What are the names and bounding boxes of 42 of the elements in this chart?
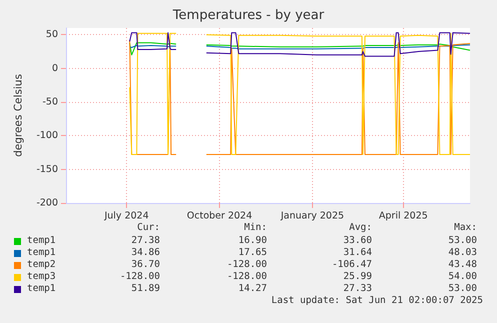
text: 53.00 (448, 283, 477, 294)
y-tick-label: -100 (36, 130, 58, 142)
chart-title: Temperatures - by year (172, 8, 325, 23)
text: 34.86 (131, 247, 160, 258)
text: 48.03 (448, 247, 477, 258)
y-tick-label: 0 (52, 62, 58, 74)
text: 36.70 (131, 259, 160, 270)
x-tick-label: April 2025 (378, 210, 428, 222)
x-tick-label: January 2025 (280, 210, 344, 222)
y-tick-label: -150 (36, 164, 58, 175)
text: -128.00 (120, 271, 160, 282)
text: 51.89 (131, 283, 160, 294)
text: 43.48 (448, 259, 477, 270)
legend-label: temp1 (27, 283, 56, 294)
text: 53.00 (448, 235, 477, 246)
legend-label: temp1 (27, 247, 56, 258)
y-tick-label: 50 (46, 29, 58, 40)
text: Min: (244, 222, 267, 233)
y-tick-label: -50 (42, 96, 58, 108)
text: Cur: (137, 222, 160, 233)
text: -106.47 (332, 259, 372, 270)
y-axis-title: degrees Celsius (12, 74, 24, 157)
text: -128.00 (226, 259, 267, 270)
text: 54.00 (448, 271, 477, 282)
legend-label: temp2 (27, 259, 56, 270)
text: 31.64 (343, 247, 372, 258)
x-tick-label: July 2024 (103, 210, 149, 222)
text: 16.90 (238, 235, 267, 246)
text: 33.60 (343, 235, 372, 246)
legend-label: temp1 (27, 235, 56, 246)
text: 17.65 (238, 247, 267, 258)
text: -128.00 (226, 271, 267, 282)
text: Avg: (349, 222, 372, 233)
x-tick-label: October 2024 (186, 210, 252, 222)
text: 27.38 (131, 235, 160, 246)
text: 25.99 (343, 271, 372, 282)
text: Last update: Sat Jun 21 02:00:07 2025 (271, 295, 483, 306)
text: Max: (454, 222, 477, 233)
legend-label: temp3 (27, 271, 56, 282)
text: 27.33 (343, 283, 372, 294)
y-tick-label: -200 (36, 198, 58, 208)
text: 14.27 (238, 283, 267, 294)
